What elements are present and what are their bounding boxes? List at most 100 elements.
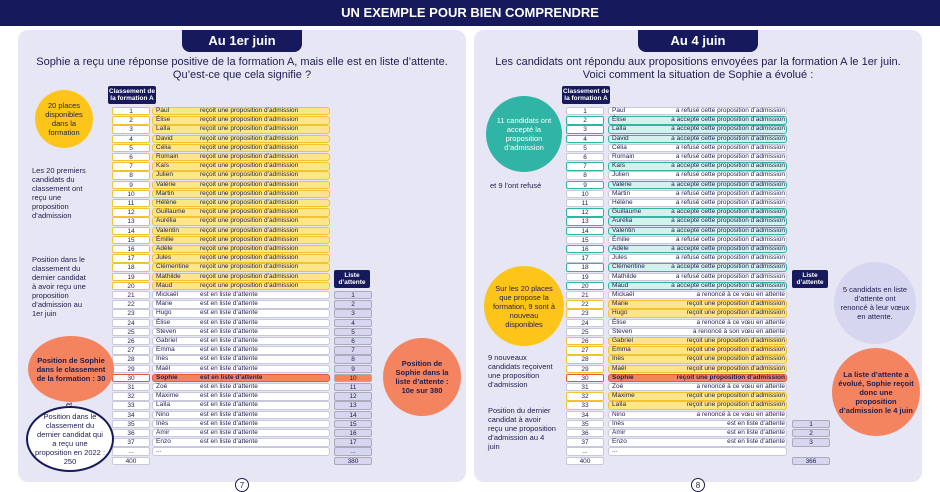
name-cell: Émilie (156, 235, 174, 243)
wait-cell: 9 (334, 364, 372, 373)
name-cell: David (612, 134, 629, 142)
status-cell: reçoit une proposition d’admission (686, 337, 785, 344)
name-cell: Romain (156, 153, 179, 160)
row-band (152, 346, 330, 355)
rank-cell: 29 (112, 364, 150, 373)
rank-cell: 14 (566, 226, 604, 235)
name-cell: Paul (612, 107, 626, 114)
rank-cell: 3 (566, 125, 604, 134)
row-band (152, 143, 330, 153)
row-band (608, 107, 787, 116)
rank-cell: 11 (566, 199, 604, 208)
name-cell: Célia (612, 143, 627, 151)
side-note: 20 places disponibles dans la formation (35, 90, 93, 148)
side-note: 9 nouveaux candidats reçoivent une propo… (488, 353, 553, 389)
status-cell: a accepté cette proposition d’admission (671, 134, 785, 142)
rank-cell: 30 (566, 373, 604, 383)
wait-cell: 15 (334, 419, 372, 429)
name-cell: Steven (156, 327, 177, 335)
status-cell: est en liste d’attente (200, 355, 258, 363)
row-band (608, 235, 787, 245)
wait-cell: 2 (792, 429, 830, 438)
name-cell: Maël (612, 364, 627, 372)
status-cell: est en liste d’attente (200, 419, 258, 427)
name-cell: Mathilde (156, 272, 181, 280)
rank-cell: 22 (566, 300, 604, 309)
rank-cell: 36 (112, 429, 150, 438)
intro-text: Les candidats ont répondu aux propositio… (495, 56, 901, 68)
row-band (608, 429, 787, 438)
rank-cell: 2 (566, 116, 604, 125)
rank-cell: 26 (566, 337, 604, 346)
status-cell: reçoit une proposition d’admission (200, 199, 299, 206)
name-cell: Aurélia (156, 217, 177, 225)
name-cell: Zoé (156, 383, 168, 390)
status-cell: est en liste d’attente (200, 291, 258, 298)
rank-cell: 36 (566, 429, 604, 438)
wait-cell: 10 (334, 373, 372, 383)
row-band (608, 134, 787, 143)
row-band (608, 291, 787, 300)
row-band (152, 263, 330, 272)
side-note: Position dans le classement du dernier c… (26, 406, 114, 472)
row-band (152, 401, 330, 410)
status-cell: a renoncé à ce vœu en attente (696, 291, 785, 298)
side-note: Position de Sophie dans le classement de… (28, 336, 114, 402)
row-band (152, 327, 330, 337)
name-cell: Élise (612, 318, 627, 326)
rank-cell: 1 (112, 107, 150, 116)
row-band (152, 125, 330, 134)
name-cell: Maud (612, 281, 629, 289)
status-cell: a refusé cette proposition d’admission (675, 171, 785, 179)
row-band (152, 383, 330, 392)
rank-cell: 30 (112, 373, 150, 383)
rank-cell: 10 (112, 189, 150, 199)
row-band (608, 254, 787, 263)
wait-cell: 16 (334, 429, 372, 438)
rank-cell: 400 (566, 456, 604, 465)
name-cell: Élise (156, 318, 171, 326)
status-cell: est en liste d’attente (200, 309, 258, 317)
name-cell: Clémentine (612, 263, 645, 271)
status-cell: a renoncé à ce vœu en attente (696, 410, 785, 418)
side-note: 5 candidats en liste d’attente ont renon… (834, 262, 916, 344)
wait-cell: 12 (334, 392, 372, 401)
status-cell: est en liste d’attente (200, 300, 258, 308)
rank-cell: 16 (112, 245, 150, 254)
row-band (152, 429, 330, 438)
name-cell: Maxime (156, 392, 179, 400)
side-note: Les 20 premiers candidats du classement … (32, 166, 86, 220)
row-band (152, 254, 330, 263)
status-cell: reçoit une proposition d’admission (686, 364, 785, 372)
status-cell: reçoit une proposition d’admission (200, 254, 299, 262)
rank-cell: 31 (112, 383, 150, 392)
row-band (152, 410, 330, 419)
row-band (152, 281, 330, 291)
status-cell: reçoit une proposition d’admission (200, 180, 299, 188)
rank-cell: 18 (566, 263, 604, 272)
rank-cell: 32 (112, 392, 150, 401)
header-title: UN EXEMPLE POUR BIEN COMPRENDRE (0, 0, 940, 26)
status-cell: est en liste d’attente (200, 364, 258, 372)
status-cell: a refusé cette proposition d’admission (675, 143, 785, 151)
rank-cell: 24 (112, 318, 150, 327)
name-cell: Nino (612, 410, 626, 418)
rank-cell: 6 (566, 153, 604, 162)
rank-cell: 27 (566, 346, 604, 355)
status-cell: est en liste d’attente (200, 337, 258, 344)
status-cell: a accepté cette proposition d’admission (671, 180, 785, 188)
status-cell: a renoncé à son vœu en attente (692, 327, 785, 335)
status-cell: reçoit une proposition d’admission (200, 263, 299, 271)
rank-cell: 13 (112, 217, 150, 226)
row-band (608, 383, 787, 392)
wait-cell: 8 (334, 355, 372, 364)
status-cell: reçoit une proposition d’admission (686, 346, 785, 354)
row-band (608, 125, 787, 134)
name-cell: David (156, 134, 173, 142)
name-cell: Emma (156, 346, 175, 354)
row-band (608, 410, 787, 419)
status-cell: est en liste d’attente (200, 410, 258, 418)
name-cell: Maxime (612, 392, 635, 400)
rank-cell: 32 (566, 392, 604, 401)
rank-cell: 23 (112, 309, 150, 318)
